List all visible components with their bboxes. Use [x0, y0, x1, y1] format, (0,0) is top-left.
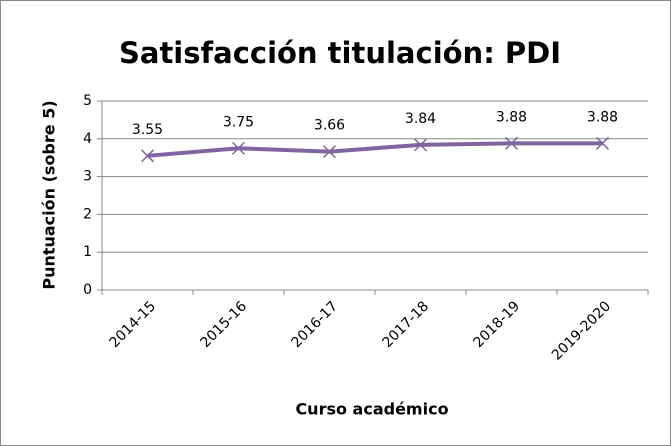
y-tick-label: 3 — [83, 169, 92, 185]
marker — [322, 145, 337, 159]
data-label: 3.84 — [405, 111, 436, 127]
data-label: 3.66 — [314, 118, 345, 134]
chart-title: Satisfacción titulación: PDI — [119, 36, 561, 70]
marker — [595, 136, 610, 150]
y-tick-label: 1 — [83, 244, 92, 260]
y-tick-label: 2 — [83, 206, 92, 222]
y-tick-label: 5 — [83, 93, 92, 109]
marker — [140, 149, 155, 163]
marker — [413, 138, 428, 152]
data-label: 3.88 — [587, 109, 618, 125]
data-label: 3.55 — [132, 122, 163, 138]
y-axis-label: Puntuación (sobre 5) — [40, 100, 59, 289]
data-label: 3.88 — [496, 109, 527, 125]
y-tick-label: 4 — [83, 131, 92, 147]
x-axis-label: Curso académico — [295, 400, 448, 419]
data-label: 3.75 — [223, 114, 254, 130]
marker — [231, 141, 246, 155]
series-line — [147, 141, 603, 158]
marker — [504, 136, 519, 150]
y-tick-label: 0 — [83, 282, 92, 298]
